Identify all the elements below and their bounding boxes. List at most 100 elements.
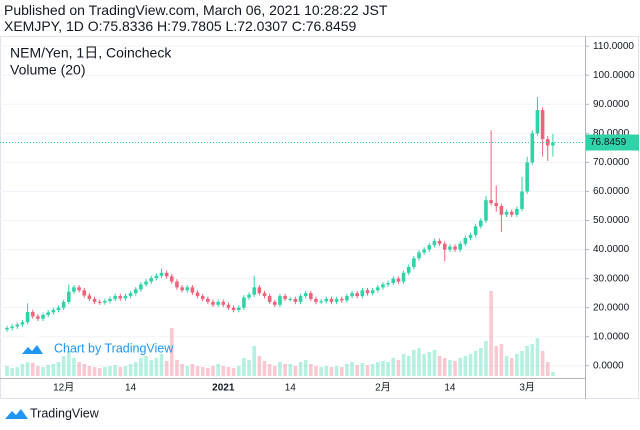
candle-body xyxy=(489,200,493,204)
candle-body xyxy=(236,307,241,311)
volume-bar xyxy=(139,358,143,376)
candle-body xyxy=(453,246,457,250)
volume-bar xyxy=(422,354,426,376)
brand: TradingView xyxy=(5,406,100,420)
candle-body xyxy=(247,294,251,298)
candle-body xyxy=(216,301,220,305)
candle-body xyxy=(267,296,272,302)
watermark-badge xyxy=(18,335,46,363)
volume-bar xyxy=(494,346,499,376)
volume-bar xyxy=(273,366,277,376)
candle-body xyxy=(67,291,71,302)
chart-title: NEM/Yen, 1日, Coincheck xyxy=(10,45,172,61)
volume-bar xyxy=(108,366,112,376)
candle-body xyxy=(406,267,411,273)
volume-bar xyxy=(376,362,380,376)
x-tick-label: 3月 xyxy=(519,382,535,394)
candle-body xyxy=(30,312,35,317)
volume-bar xyxy=(185,366,190,376)
candle-body xyxy=(221,301,226,305)
candle-body xyxy=(303,293,308,297)
y-tick-label: 100.0000 xyxy=(593,70,635,81)
candle-body xyxy=(190,287,195,293)
candle-body xyxy=(46,312,50,315)
candle-body xyxy=(226,304,231,308)
y-tick-label: 60.0000 xyxy=(593,186,630,197)
candle-body xyxy=(298,296,303,302)
candle-body xyxy=(334,298,339,302)
volume-bar xyxy=(509,358,514,376)
candle-body xyxy=(113,296,117,299)
candle-body xyxy=(159,272,164,276)
volume-bar xyxy=(149,360,153,376)
volume-bar xyxy=(56,362,61,376)
candle-body xyxy=(484,200,488,221)
volume-bar xyxy=(458,358,462,376)
volume-bar xyxy=(236,366,241,376)
volume-bar xyxy=(406,356,411,376)
last-price-label: 76.8459 xyxy=(590,137,627,148)
candle-body xyxy=(412,258,416,268)
candle-body xyxy=(360,290,365,297)
volume-bar xyxy=(154,358,159,376)
candle-body xyxy=(61,301,66,308)
volume-bar xyxy=(67,351,71,376)
volume-bar xyxy=(97,368,102,376)
candle-body xyxy=(468,235,473,238)
candle-body xyxy=(10,326,14,329)
volume-bar xyxy=(530,344,535,376)
volume-bar xyxy=(123,366,128,376)
volume-bar xyxy=(113,365,117,376)
candle-body xyxy=(396,278,401,282)
volume-bar xyxy=(77,362,81,376)
volume-bar xyxy=(242,358,246,376)
y-tick-label: 70.0000 xyxy=(593,157,630,168)
volume-bar xyxy=(51,364,56,376)
volume-bar xyxy=(164,361,169,376)
candle-body xyxy=(422,249,426,253)
volume-bar xyxy=(515,354,519,376)
volume-bar xyxy=(432,350,437,376)
candle-body xyxy=(195,292,200,297)
y-tick-label: 110.0000 xyxy=(593,41,634,52)
volume-bar xyxy=(401,354,406,376)
volume-bar xyxy=(324,366,329,376)
candle-layer xyxy=(5,97,555,332)
volume-bar xyxy=(195,366,200,376)
volume-bar xyxy=(350,362,354,376)
volume-label: Volume (20) xyxy=(10,62,85,78)
volume-bar xyxy=(345,364,349,376)
chart-frame xyxy=(0,36,639,399)
candle-body xyxy=(350,293,354,297)
x-tick-label: 2月 xyxy=(375,382,391,394)
candle-body xyxy=(329,298,334,302)
volume-bar xyxy=(370,364,375,376)
published-line: Published on TradingView.com, March 06, … xyxy=(4,2,388,18)
candle-body xyxy=(175,281,179,288)
volume-bar xyxy=(87,366,92,376)
candle-body xyxy=(479,220,483,227)
candle-body xyxy=(442,243,447,250)
volume-bar xyxy=(479,348,483,376)
volume-bar xyxy=(355,365,359,376)
volume-bar xyxy=(216,364,220,376)
candle-body xyxy=(448,246,452,250)
volume-bar xyxy=(133,362,138,376)
candle-body xyxy=(504,211,509,215)
candle-body xyxy=(520,191,524,209)
candle-body xyxy=(458,243,462,250)
candle-body xyxy=(391,278,396,283)
volume-bar xyxy=(314,366,318,376)
volume-bar xyxy=(257,356,262,376)
candle-body xyxy=(540,110,545,140)
volume-bar xyxy=(427,352,432,376)
x-tick-label: 14 xyxy=(285,383,297,394)
y-tick-label: 90.0000 xyxy=(593,99,630,110)
volume-bar xyxy=(206,368,210,376)
candle-body xyxy=(432,240,437,246)
candle-body xyxy=(133,289,138,294)
volume-bar xyxy=(252,346,256,376)
candle-body xyxy=(164,272,169,277)
volume-bar xyxy=(525,346,529,376)
